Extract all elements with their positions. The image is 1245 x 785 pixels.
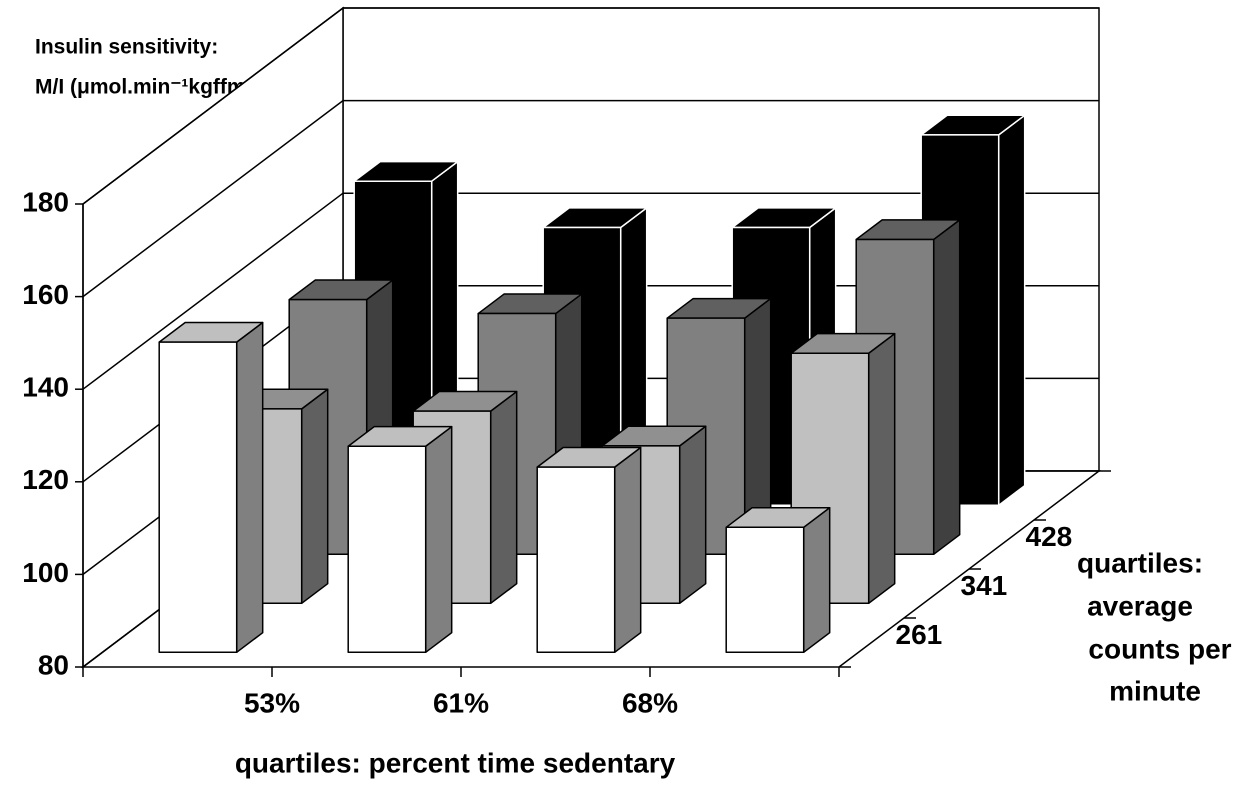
grid-line <box>82 99 1099 298</box>
bar <box>347 445 427 654</box>
bar <box>725 526 805 654</box>
x-tick-label: 61% <box>433 687 489 718</box>
bar-side <box>997 114 1026 507</box>
x-tick-label: 53% <box>244 687 300 718</box>
bar-side <box>802 506 831 654</box>
z-axis-title: minute <box>1109 675 1201 706</box>
z-axis-title: average <box>1087 590 1193 621</box>
y-tick-label: 100 <box>22 557 69 588</box>
z-tick-label: 428 <box>1026 521 1073 552</box>
bar <box>536 466 616 654</box>
y-axis-title: Insulin sensitivity: <box>35 36 218 59</box>
y-tick-label: 160 <box>22 279 69 310</box>
x-tick-label: 68% <box>622 687 678 718</box>
z-axis-title: quartiles: <box>1077 547 1203 578</box>
bar <box>158 341 238 654</box>
bar-side <box>489 390 518 605</box>
bar-side <box>867 332 896 605</box>
z-axis-title: counts per <box>1088 633 1231 664</box>
bar-side <box>613 446 642 654</box>
y-tick-label: 140 <box>22 372 69 403</box>
bar-side <box>424 425 453 654</box>
z-tick-label: 261 <box>896 619 943 650</box>
bar-side <box>932 219 961 556</box>
grid-line <box>82 7 1099 205</box>
y-tick-label: 120 <box>22 464 69 495</box>
y-tick-label: 80 <box>38 649 69 680</box>
bar-side <box>678 425 707 605</box>
z-tick-label: 341 <box>961 570 1008 601</box>
bar-side <box>300 388 329 605</box>
y-tick-label: 180 <box>22 186 69 217</box>
grid-line <box>82 192 1099 390</box>
bar-side <box>235 321 264 654</box>
x-axis-title: quartiles: percent time sedentary <box>235 747 676 778</box>
